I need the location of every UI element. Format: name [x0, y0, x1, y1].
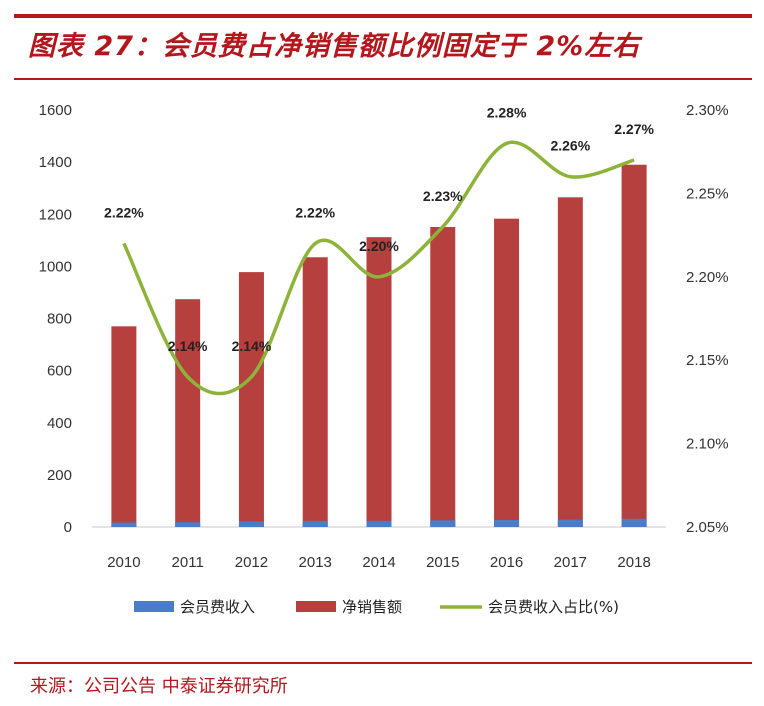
top-rule — [14, 14, 752, 18]
ratio-data-label: 2.26% — [550, 138, 590, 154]
y-right-tick-label: 2.10% — [686, 436, 729, 453]
membership-fee-bar — [111, 522, 137, 527]
y-right-tick-label: 2.25% — [686, 185, 729, 202]
legend-label-ratio: 会员费收入占比(%) — [488, 598, 619, 616]
axes: 0 200 400 600 800 1000 1200 1400 1600 2.05% 2.10% 2… — [39, 102, 729, 571]
ratio-data-label: 2.28% — [487, 104, 527, 120]
y-left-tick-label: 800 — [47, 311, 72, 328]
x-tick-label: 2012 — [235, 554, 268, 571]
y-right-tick-label: 2.15% — [686, 352, 729, 369]
x-tick-label: 2017 — [554, 554, 587, 571]
x-tick-label: 2011 — [172, 554, 204, 571]
y-left-tick-label: 400 — [47, 415, 72, 432]
ratio-data-label: 2.22% — [104, 204, 144, 220]
net-sales-bar — [621, 164, 647, 527]
data-labels: 2.22% 2.14% 2.14% 2.22% 2.20% 2.23% 2.28% 2.26%… — [104, 104, 654, 354]
y-right-tick-label: 2.05% — [686, 519, 729, 536]
bottom-rule — [14, 662, 752, 664]
y-left-tick-label: 1000 — [39, 258, 72, 275]
ratio-line-group — [122, 140, 635, 396]
membership-fee-bar — [366, 520, 392, 527]
membership-fee-bar — [238, 521, 264, 527]
page-title: 图表 27：会员费占净销售额比例固定于 2%左右 — [28, 31, 641, 62]
legend-swatch-membership — [134, 601, 174, 612]
ratio-data-label: 2.27% — [614, 121, 654, 137]
net-sales-bar — [111, 326, 137, 527]
legend: 会员费收入 净销售额 会员费收入占比(%) — [134, 598, 619, 616]
net-sales-bar — [430, 227, 456, 527]
net-sales-bar — [238, 272, 264, 527]
net-sales-bar — [366, 237, 392, 527]
x-tick-label: 2014 — [362, 554, 395, 571]
legend-label-net-sales: 净销售额 — [342, 598, 402, 616]
net-sales-bar — [557, 197, 583, 527]
y-left-tick-label: 1400 — [39, 154, 72, 171]
bars — [111, 164, 647, 528]
net-sales-bar — [302, 257, 328, 527]
membership-fee-bar — [175, 522, 201, 527]
y-right-tick-label: 2.20% — [686, 269, 729, 286]
ratio-data-label: 2.22% — [295, 204, 335, 220]
net-sales-bar — [494, 218, 520, 528]
title-rule — [14, 78, 752, 80]
ratio-data-label: 2.20% — [359, 238, 399, 254]
membership-fee-bar — [621, 518, 647, 527]
legend-swatch-net-sales — [296, 601, 336, 612]
net-sales-bar — [175, 299, 201, 527]
x-tick-label: 2016 — [490, 554, 523, 571]
membership-fee-bar — [302, 520, 328, 527]
ratio-data-label: 2.14% — [232, 338, 272, 354]
y-left-tick-label: 200 — [47, 467, 72, 484]
ratio-data-label: 2.23% — [423, 188, 463, 204]
membership-fee-bar — [494, 519, 520, 527]
ratio-line — [122, 140, 635, 396]
x-tick-label: 2013 — [299, 554, 332, 571]
membership-fee-bar — [557, 519, 583, 527]
y-right-tick-label: 2.30% — [686, 102, 729, 119]
y-left-tick-label: 1600 — [39, 102, 72, 119]
x-tick-label: 2018 — [617, 554, 650, 571]
y-left-tick-label: 0 — [64, 519, 72, 536]
x-tick-label: 2015 — [426, 554, 459, 571]
source-note: 来源：公司公告 中泰证券研究所 — [30, 676, 288, 697]
membership-fee-bar — [430, 520, 456, 527]
y-left-tick-label: 1200 — [39, 206, 72, 223]
y-left-tick-label: 600 — [47, 363, 72, 380]
legend-label-membership: 会员费收入 — [180, 598, 255, 616]
ratio-data-label: 2.14% — [168, 338, 208, 354]
x-tick-label: 2010 — [107, 554, 140, 571]
